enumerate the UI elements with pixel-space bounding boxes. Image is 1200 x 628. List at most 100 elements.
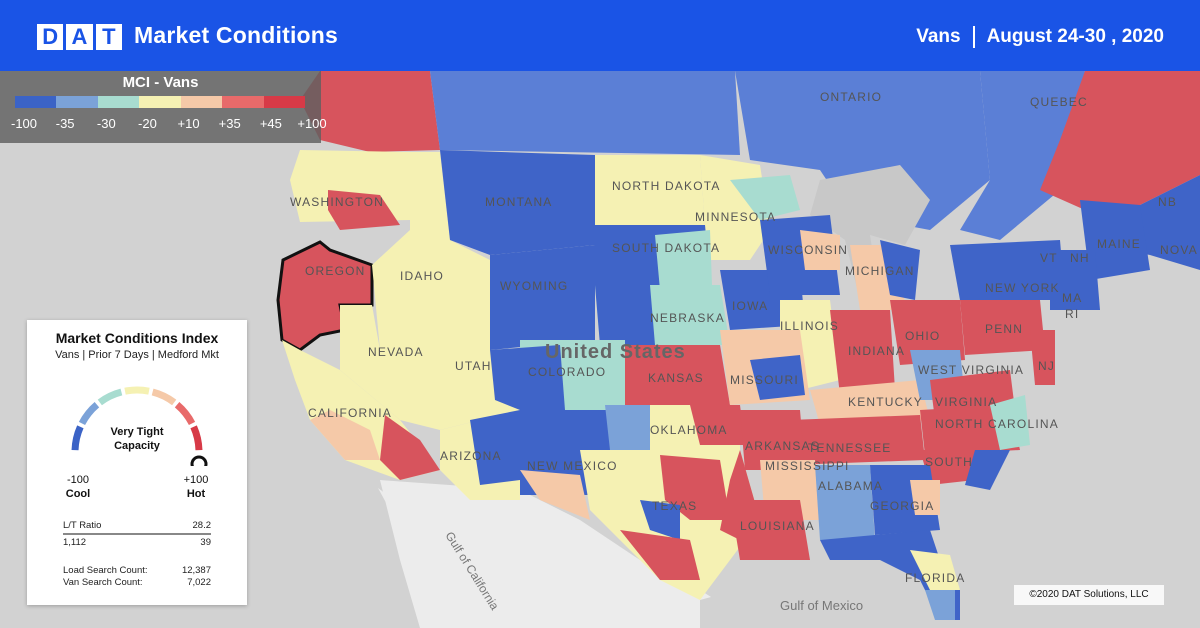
- header-bar: D A T Market Conditions Vans August 24-3…: [0, 0, 1200, 71]
- van-search-label: Van Search Count:: [63, 577, 143, 588]
- scale-tick-5: +35: [218, 116, 241, 131]
- lt-ratio-label: L/T Ratio: [63, 520, 102, 531]
- label-virginia: VIRGINIA: [935, 395, 997, 409]
- date-range: August 24-30 , 2020: [986, 26, 1164, 47]
- gauge-segment-2: [97, 388, 123, 406]
- label-nh: NH: [1070, 251, 1090, 265]
- lt-counts-row: 1,112 39: [63, 537, 211, 548]
- region-colorado-west: [490, 345, 565, 410]
- label-colorado: COLORADO: [528, 365, 606, 379]
- scale-swatch-5: [222, 96, 264, 108]
- label-california: CALIFORNIA: [308, 406, 392, 420]
- label-ma: MA: [1062, 291, 1082, 305]
- market-conditions-map[interactable]: ONTARIO QUEBEC NB WASHINGTON OREGON IDAH…: [0, 71, 1200, 628]
- label-arizona: ARIZONA: [440, 449, 502, 463]
- logo-letter-t: T: [95, 24, 122, 50]
- label-maine: MAINE: [1097, 237, 1141, 251]
- region-bc: [300, 71, 440, 152]
- panel-title: Market Conditions Index: [55, 330, 219, 346]
- label-missouri: MISSOURI: [730, 373, 799, 387]
- state-wyoming: [490, 245, 595, 350]
- lt-ratio-row: L/T Ratio 28.2: [63, 520, 211, 531]
- label-mississippi: MISSISSIPPI: [765, 459, 850, 473]
- scale-swatch-0: [15, 96, 57, 108]
- label-vt: VT: [1040, 251, 1058, 265]
- header-divider: [972, 26, 975, 48]
- region-arizona-east: [470, 410, 520, 485]
- state-montana: [440, 150, 595, 255]
- label-washington: WASHINGTON: [290, 195, 384, 209]
- scale-swatch-4: [180, 96, 223, 108]
- gauge-segment-6: [190, 425, 203, 451]
- label-north-dakota-1: NORTH DAKOTA: [612, 179, 721, 193]
- label-kansas: KANSAS: [648, 371, 704, 385]
- label-florida: FLORIDA: [905, 571, 965, 585]
- gauge-min-value: -100: [66, 474, 90, 486]
- state-tennessee: [790, 415, 925, 465]
- label-nebraska: NEBRASKA: [650, 311, 725, 325]
- gauge-max-label: Hot: [186, 488, 206, 500]
- gauge-segment-0: [71, 425, 84, 451]
- label-north-carolina: NORTH CAROLINA: [935, 417, 1059, 431]
- region-minnesota-east: [730, 175, 800, 220]
- mci-scale-legend: MCI - Vans -100 -35 -30 -20 +10 +35 +45 +100: [0, 71, 327, 143]
- scale-tick-1: -35: [55, 116, 75, 131]
- label-montana: MONTANA: [485, 195, 553, 209]
- state-indiana: [830, 310, 895, 395]
- label-nj: NJ: [1038, 359, 1055, 373]
- label-tennessee: TENNESSEE: [808, 441, 892, 455]
- mexico-land: [380, 480, 760, 628]
- scale-ticks: -100 -35 -30 -20 +10 +35 +45 +100: [6, 116, 327, 132]
- region-south-dakota-east: [655, 230, 712, 290]
- region-florida-central: [910, 550, 960, 590]
- label-ohio: OHIO: [905, 329, 940, 343]
- state-new-jersey: [1030, 330, 1055, 385]
- label-oregon: OREGON: [305, 264, 366, 278]
- gauge-segment-5: [174, 402, 196, 426]
- state-nevada: [340, 305, 440, 430]
- label-wisconsin: WISCONSIN: [768, 243, 848, 257]
- region-washington-east: [328, 190, 400, 230]
- region-texas-south: [620, 530, 700, 580]
- equipment-type: Vans: [916, 26, 961, 47]
- label-quebec: QUEBEC: [1030, 95, 1088, 109]
- state-kentucky: [810, 380, 930, 425]
- label-iowa: IOWA: [732, 299, 768, 313]
- gauge-segment-4: [151, 388, 177, 406]
- logo-letter-d: D: [37, 24, 64, 50]
- region-nc-coast: [990, 395, 1030, 450]
- region-oklahoma-east: [690, 405, 745, 445]
- gauge-segment-1: [78, 402, 100, 426]
- state-kansas: [625, 345, 730, 405]
- region-sc-coast: [965, 450, 1010, 490]
- lt-ratio-bar: [63, 533, 211, 535]
- label-nevada: NEVADA: [368, 345, 424, 359]
- state-ohio: [890, 300, 965, 365]
- van-search-row: Van Search Count: 7,022: [63, 577, 211, 588]
- label-indiana: INDIANA: [848, 344, 905, 358]
- scale-tick-7: +100: [297, 116, 327, 131]
- label-penn: PENN: [985, 322, 1023, 336]
- label-gulf-of-mexico: Gulf of Mexico: [780, 598, 863, 613]
- load-search-row: Load Search Count: 12,387: [63, 565, 211, 576]
- header-meta: Vans August 24-30 , 2020: [916, 26, 1164, 48]
- label-wyoming: WYOMING: [500, 279, 568, 293]
- market-conditions-panel: Market Conditions Index Vans | Prior 7 D…: [27, 320, 247, 605]
- label-south-dakota: SOUTH DAKOTA: [612, 241, 720, 255]
- state-arkansas: [740, 410, 805, 470]
- gauge-max-value: +100: [183, 474, 209, 486]
- load-search-value: 12,387: [181, 565, 211, 576]
- label-alabama: ALABAMA: [818, 479, 883, 493]
- region-ontario: [735, 71, 990, 230]
- state-north-dakota: [595, 155, 705, 225]
- mci-gauge: [71, 386, 208, 466]
- panel-subtitle: Vans | Prior 7 Days | Medford Mkt: [55, 349, 219, 361]
- label-illinois: ILLINOIS: [780, 319, 839, 333]
- scale-tick-2: -30: [96, 116, 116, 131]
- region-california-coast: [310, 410, 380, 460]
- van-search-value: 7,022: [187, 577, 211, 588]
- gauge-min: -100 Cool: [61, 473, 95, 501]
- scale-tick-6: +45: [259, 116, 282, 131]
- label-idaho: IDAHO: [400, 269, 444, 283]
- label-georgia: GEORGIA: [870, 499, 934, 513]
